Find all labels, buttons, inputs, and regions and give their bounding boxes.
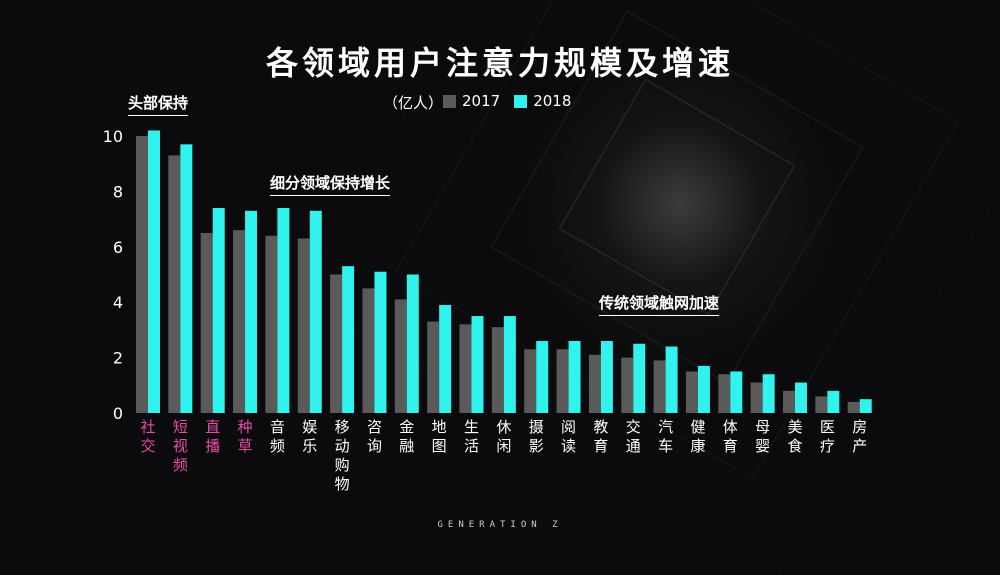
background-glow	[520, 60, 840, 380]
bar-2017-12	[524, 349, 537, 413]
x-category-label: 体育	[723, 418, 738, 455]
x-category-label: 健康	[690, 418, 705, 455]
bar-2018-4	[277, 208, 290, 413]
bar-2018-8	[406, 274, 419, 413]
bar-2017-19	[750, 382, 763, 413]
y-tick-label: 0	[113, 404, 123, 423]
x-category-label: 母婴	[755, 418, 770, 455]
bar-2017-15	[621, 357, 634, 413]
annotation-head: 头部保持	[128, 92, 189, 116]
x-category-label: 交通	[626, 418, 641, 455]
bar-2018-1	[180, 144, 193, 413]
bar-2018-13	[568, 340, 581, 413]
x-category-label: 社交	[140, 418, 155, 455]
bar-2018-11	[503, 316, 516, 413]
bar-2018-15	[633, 343, 646, 413]
annotation-subdivided: 细分领域保持增长	[270, 172, 391, 196]
x-category-label: 生活	[464, 418, 479, 455]
bar-2018-3	[245, 210, 258, 413]
bar-2017-7	[362, 288, 375, 413]
bar-2018-19	[762, 374, 775, 413]
bar-2017-1	[168, 155, 181, 413]
legend-label-2018: 2018	[533, 92, 572, 110]
bar-2017-10	[459, 324, 472, 413]
x-category-label: 移动购物	[335, 418, 350, 493]
bar-2017-6	[330, 274, 343, 413]
x-category-label: 休闲	[496, 418, 511, 455]
y-tick-label: 10	[103, 127, 123, 146]
bar-2017-11	[491, 327, 504, 413]
legend-swatch-2018	[514, 94, 528, 108]
bar-2018-21	[827, 390, 840, 413]
x-category-label: 地图	[432, 418, 447, 455]
x-category-label: 种草	[238, 418, 253, 455]
bar-2018-14	[600, 340, 613, 413]
bar-2018-7	[374, 271, 387, 413]
bar-2018-2	[212, 208, 225, 413]
bar-2018-20	[795, 382, 807, 413]
annotation-traditional: 传统领域触网加速	[599, 292, 720, 316]
bar-2017-5	[297, 238, 310, 413]
bar-2017-16	[653, 360, 666, 413]
unit-label: （亿人）	[383, 94, 444, 112]
legend: 2017 2018	[443, 92, 585, 110]
bar-2018-12	[536, 340, 549, 413]
chart-title: 各领域用户注意力规模及增速	[265, 44, 734, 82]
x-category-label: 房产	[852, 418, 867, 455]
bar-2018-16	[665, 346, 678, 413]
legend-item-2017: 2017	[443, 92, 500, 110]
legend-swatch-2017	[443, 94, 456, 108]
bar-2018-0	[148, 130, 160, 413]
x-category-label: 短视频	[173, 418, 188, 474]
x-category-label: 直播	[205, 418, 220, 455]
legend-item-2018: 2018	[514, 92, 571, 110]
bar-2018-5	[309, 210, 322, 413]
bar-2017-22	[847, 401, 860, 413]
y-tick-label: 2	[113, 349, 123, 368]
bar-2018-6	[342, 266, 355, 413]
x-category-label: 医疗	[820, 418, 835, 455]
x-category-label: 咨询	[367, 418, 382, 455]
bar-2017-14	[588, 354, 601, 413]
bar-2018-18	[730, 371, 743, 413]
bar-2017-17	[685, 371, 698, 413]
bar-2017-13	[556, 349, 569, 413]
bar-2018-17	[697, 365, 710, 413]
x-category-label: 音频	[270, 418, 285, 455]
x-category-label: 金融	[399, 418, 414, 455]
bar-2018-9	[439, 304, 452, 413]
bar-2017-21	[815, 396, 828, 413]
bar-2017-2	[200, 232, 213, 413]
x-category-label: 汽车	[658, 418, 673, 455]
bar-2017-4	[265, 235, 278, 413]
x-category-label: 娱乐	[302, 418, 317, 455]
bar-2017-0	[136, 136, 148, 413]
bar-2018-22	[859, 399, 872, 413]
bar-2017-8	[394, 299, 407, 413]
bar-2017-20	[783, 390, 795, 413]
x-category-label: 教育	[593, 418, 608, 455]
footer-brand: GENERATION Z	[437, 520, 563, 530]
x-category-label: 美食	[787, 418, 802, 455]
bar-2017-9	[427, 321, 440, 413]
x-category-label: 阅读	[561, 418, 576, 455]
bar-2018-10	[471, 316, 484, 413]
legend-label-2017: 2017	[462, 92, 501, 110]
bar-2017-18	[718, 374, 731, 413]
x-category-label: 摄影	[529, 418, 544, 455]
bar-2017-3	[233, 230, 246, 413]
y-tick-label: 4	[113, 293, 123, 312]
y-tick-label: 6	[113, 238, 123, 257]
y-tick-label: 8	[113, 182, 123, 201]
